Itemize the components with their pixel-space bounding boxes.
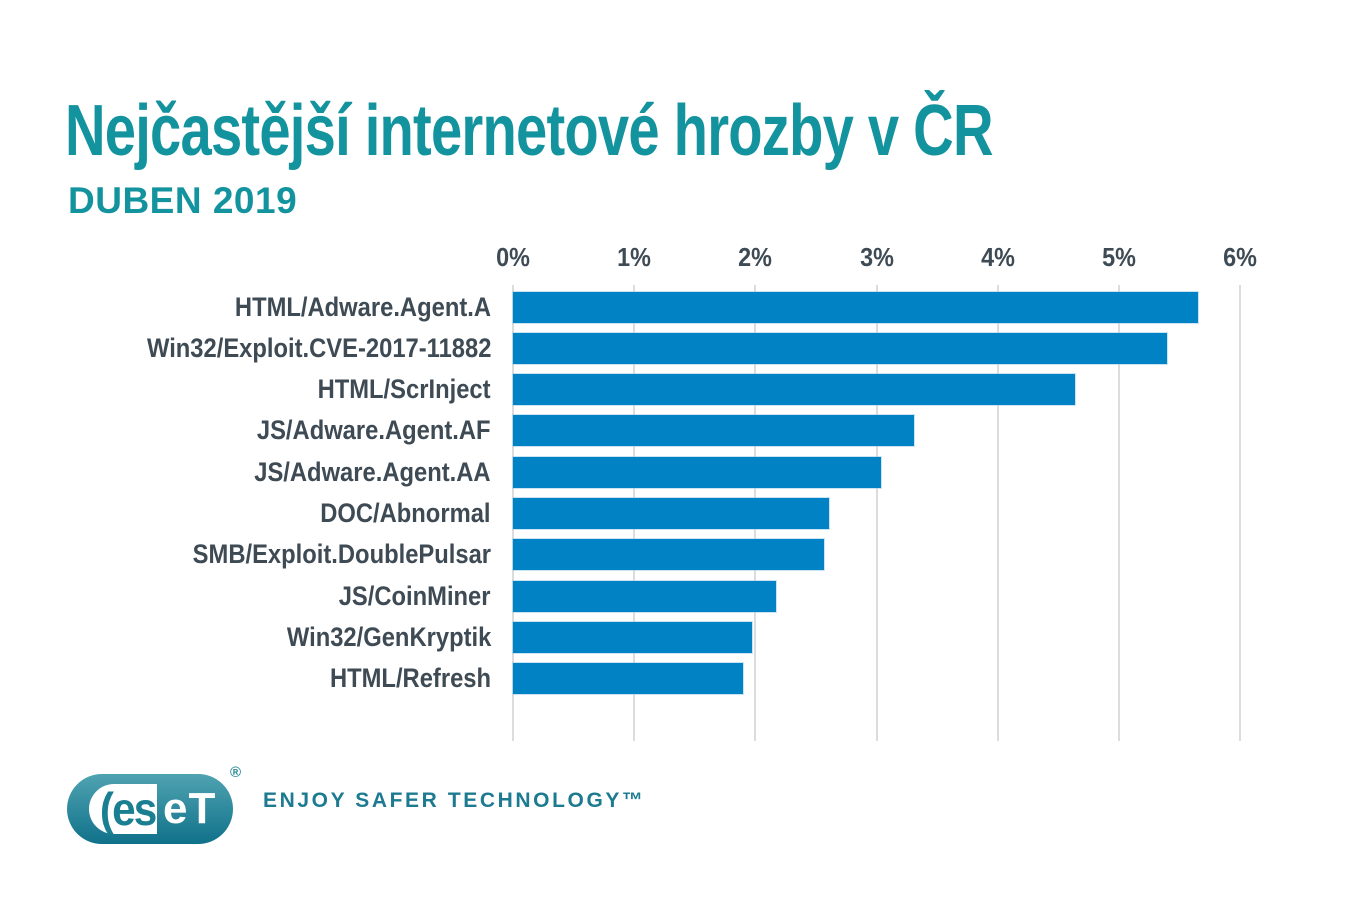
category-label: HTML/Refresh [329, 663, 491, 694]
bar-row: HTML/Adware.Agent.A [0, 291, 1355, 323]
bar-HTML/Adware.Agent.A [513, 291, 1198, 323]
eset-logo-right-text: eT [163, 784, 217, 833]
category-label: HTML/Adware.Agent.A [234, 291, 491, 322]
bar-JS/CoinMiner [513, 580, 776, 612]
category-label: JS/CoinMiner [339, 580, 491, 611]
bar-row: Win32/GenKryptik [0, 621, 1355, 653]
bar-row: HTML/Refresh [0, 663, 1355, 695]
bar-row: HTML/ScrInject [0, 374, 1355, 406]
x-axis-tick-3%: 3% [859, 242, 894, 272]
bar-JS/Adware.Agent.AF [513, 415, 915, 447]
gridline-5% [1117, 285, 1120, 741]
x-axis-tick-0%: 0% [496, 242, 530, 272]
gridline-4% [996, 285, 999, 741]
category-label: Win32/GenKryptik [286, 621, 491, 652]
bar-row: Win32/Exploit.CVE-2017-11882 [0, 332, 1355, 364]
bar-SMB/Exploit.DoublePulsar [513, 539, 825, 571]
category-label: JS/Adware.Agent.AA [254, 456, 491, 487]
eset-logo-left-text: (es [99, 783, 157, 835]
category-label: DOC/Abnormal [320, 498, 491, 528]
bar-DOC/Abnormal [513, 498, 830, 529]
bar-row: JS/Adware.Agent.AA [0, 456, 1355, 488]
eset-logo: (es eT ® [67, 764, 241, 844]
x-axis-tick-1%: 1% [617, 242, 652, 272]
bar-rows: HTML/Adware.Agent.A Win32/Exploit.CVE-201… [0, 285, 1355, 741]
bar-row: JS/Adware.Agent.AF [0, 415, 1355, 447]
bar-Win32/GenKryptik [513, 621, 752, 653]
category-label: JS/Adware.Agent.AF [257, 415, 491, 446]
bar-JS/Adware.Agent.AA [513, 456, 882, 488]
bar-row: JS/CoinMiner [0, 580, 1355, 612]
page-title-text: Nejčastější internetové hrozby v ČR [65, 91, 994, 172]
bar-row: SMB/Exploit.DoublePulsar [0, 539, 1355, 571]
category-label: Win32/Exploit.CVE-2017-11882 [146, 332, 491, 363]
gridline-6% [1239, 285, 1241, 741]
registered-trademark-icon: ® [229, 764, 241, 781]
x-axis-tick-2%: 2% [738, 242, 773, 272]
gridline-3% [875, 285, 878, 741]
x-axis-tick-4%: 4% [980, 242, 1015, 272]
eset-logo-white-panel: (es [89, 784, 157, 834]
bar-HTML/Refresh [513, 663, 744, 695]
category-label: SMB/Exploit.DoublePulsar [192, 539, 491, 570]
page-title: Nejčastější internetové hrozby v ČR [65, 92, 1254, 171]
bar-row: DOC/Abnormal [0, 498, 1355, 529]
x-axis-tick-6%: 6% [1223, 242, 1257, 272]
x-axis-tick-5%: 5% [1101, 242, 1136, 272]
chart-subtitle: DUBEN 2019 [68, 180, 298, 221]
category-label: HTML/ScrInject [318, 374, 491, 405]
bar-HTML/ScrInject [513, 374, 1076, 406]
bar-Win32/Exploit.CVE-2017-11882 [513, 332, 1168, 364]
eset-tagline: ENJOY SAFER TECHNOLOGY™ [263, 789, 646, 812]
